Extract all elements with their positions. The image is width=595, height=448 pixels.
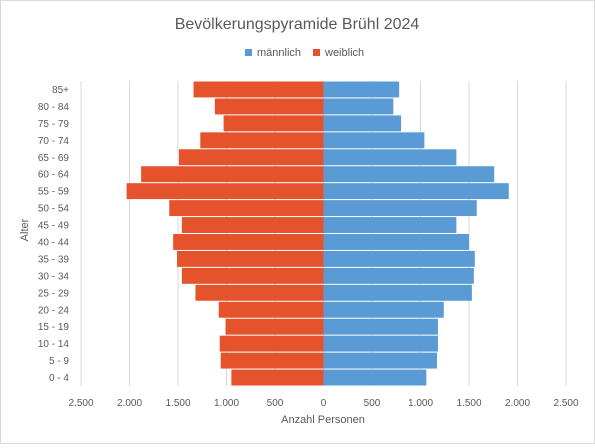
x-tick-label: 2.000: [505, 398, 530, 409]
y-tick-label: 15 - 19: [38, 322, 70, 333]
bar-maennlich: [323, 301, 444, 318]
x-tick-label: 1.500: [165, 398, 190, 409]
legend-label: weiblich: [324, 47, 364, 59]
y-tick-label: 20 - 24: [38, 305, 70, 316]
bar-weiblich: [178, 149, 324, 166]
bar-maennlich: [323, 284, 472, 301]
bar-weiblich: [169, 200, 324, 217]
legend-swatch: [313, 49, 320, 56]
y-tick-label: 45 - 49: [38, 221, 70, 232]
legend: männlich weiblich: [245, 47, 364, 59]
bar-maennlich: [323, 234, 469, 250]
y-tick-label: 85+: [52, 85, 69, 96]
bar-weiblich: [214, 98, 324, 115]
y-tick-label: 65 - 69: [38, 153, 70, 164]
bar-weiblich: [177, 250, 324, 267]
bar-weiblich: [126, 183, 324, 200]
y-tick-label: 75 - 79: [38, 119, 70, 130]
legend-swatch: [245, 49, 252, 56]
bar-weiblich: [141, 166, 324, 183]
x-tick-label: 2.000: [117, 398, 142, 409]
bar-weiblich: [181, 267, 324, 284]
x-axis-title: Anzahl Personen: [281, 414, 365, 426]
bar-weiblich: [219, 335, 324, 352]
x-axis-tick-labels: 2.500 2.000 1.500 1.000 500 0 500 1.000 1.500 2.0…: [68, 398, 578, 409]
bar-maennlich: [323, 250, 475, 267]
bar-maennlich: [323, 132, 425, 149]
bar-maennlich: [323, 200, 477, 217]
y-axis-tick-labels: 85+ 80 - 84 75 - 79 70 - 74 65 - 69 60 - 64 55…: [38, 85, 70, 384]
y-tick-label: 60 - 64: [38, 170, 70, 181]
y-tick-label: 35 - 39: [38, 254, 70, 265]
chart-title: Bevölkerungspyramide Brühl 2024: [175, 16, 420, 33]
bar-maennlich: [323, 318, 438, 335]
x-tick-label: 500: [267, 398, 284, 409]
bar-weiblich: [193, 81, 324, 98]
bar-weiblich: [200, 132, 324, 149]
y-tick-label: 30 - 34: [38, 271, 70, 282]
bar-weiblich: [223, 115, 324, 132]
gridlines: [80, 81, 567, 386]
bar-maennlich: [323, 352, 437, 369]
x-tick-label: 0: [321, 398, 327, 409]
bar-maennlich: [323, 115, 402, 132]
bars: [126, 81, 509, 386]
bar-weiblich: [231, 369, 324, 386]
bar-weiblich: [195, 284, 324, 301]
bar-maennlich: [323, 166, 495, 183]
bar-maennlich: [323, 267, 474, 284]
x-tick-label: 2.500: [68, 398, 93, 409]
y-tick-label: 70 - 74: [38, 136, 70, 147]
x-tick-label: 1.000: [214, 398, 239, 409]
y-tick-label: 0 - 4: [49, 373, 69, 384]
x-tick-label: 2.500: [553, 398, 578, 409]
legend-label: männlich: [257, 47, 301, 59]
y-tick-label: 50 - 54: [38, 204, 70, 215]
bar-maennlich: [323, 149, 457, 166]
y-tick-label: 5 - 9: [49, 356, 69, 367]
bar-maennlich: [323, 183, 509, 200]
bar-weiblich: [173, 234, 324, 250]
bar-maennlich: [323, 98, 394, 115]
bar-weiblich: [181, 217, 324, 233]
y-tick-label: 10 - 14: [38, 339, 70, 350]
x-tick-label: 1.500: [456, 398, 481, 409]
bar-weiblich: [225, 318, 324, 335]
y-tick-label: 55 - 59: [38, 187, 70, 198]
bar-maennlich: [323, 369, 427, 386]
y-tick-label: 40 - 44: [38, 237, 70, 248]
bar-maennlich: [323, 335, 438, 352]
y-tick-label: 80 - 84: [38, 102, 70, 113]
bar-weiblich: [218, 301, 324, 318]
x-tick-label: 500: [364, 398, 381, 409]
y-tick-label: 25 - 29: [38, 288, 70, 299]
x-tick-label: 1.000: [408, 398, 433, 409]
bar-maennlich: [323, 217, 457, 233]
y-axis-title: Alter: [19, 218, 31, 241]
bar-maennlich: [323, 81, 400, 98]
bar-weiblich: [220, 352, 324, 369]
